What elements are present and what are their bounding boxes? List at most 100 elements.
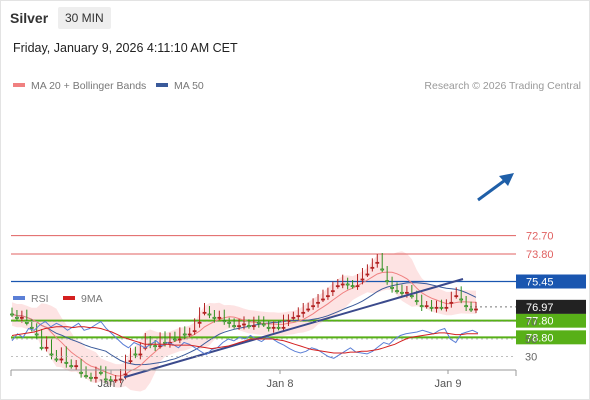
legend-ma20-label: MA 20 + Bollinger Bands xyxy=(31,80,147,92)
candle-body xyxy=(64,361,69,364)
candle-body xyxy=(212,316,217,319)
candle-body xyxy=(306,308,311,311)
candle-body xyxy=(444,306,449,309)
candle-body xyxy=(123,373,128,376)
candle-body xyxy=(44,346,49,349)
candle-body xyxy=(227,321,232,324)
candle-body xyxy=(360,278,365,281)
legend-rsi: RSI xyxy=(13,293,49,305)
credit-text: Research © 2026 Trading Central xyxy=(424,80,581,92)
candle-body xyxy=(419,305,424,308)
x-tick-label: Jan 9 xyxy=(435,378,462,390)
candle-body xyxy=(395,290,399,293)
candle-body xyxy=(98,371,103,374)
candle-body xyxy=(207,313,212,316)
candle-body xyxy=(251,325,256,328)
candle-body xyxy=(39,346,44,349)
rsi-tick-label: 50 xyxy=(525,334,537,346)
candle-body xyxy=(345,283,350,286)
candle-body xyxy=(10,313,14,316)
candle-body xyxy=(182,333,187,336)
candle-body xyxy=(247,325,251,328)
candle-body xyxy=(350,285,355,288)
candle-body xyxy=(434,306,439,309)
candle-body xyxy=(29,326,34,329)
candle-body xyxy=(459,298,464,301)
candle-body xyxy=(469,308,473,311)
candle-body xyxy=(370,266,375,269)
level-label-75-45: 75.45 xyxy=(526,277,554,289)
candle-body xyxy=(128,360,133,363)
candle-body xyxy=(266,326,271,329)
candle-body xyxy=(197,321,202,324)
candle-body xyxy=(404,291,409,294)
candle-body xyxy=(113,379,118,382)
rsi-tick-label: 30 xyxy=(525,352,537,364)
rsi-swatch xyxy=(13,296,25,301)
candle-body xyxy=(118,378,123,381)
candle-body xyxy=(439,306,444,309)
candle-body xyxy=(15,316,19,319)
candle-body xyxy=(271,326,276,329)
level-tag-78-80 xyxy=(516,330,586,345)
candle-body xyxy=(291,316,296,319)
candle-body xyxy=(242,323,246,326)
candle-body xyxy=(256,321,261,324)
projection-arrow-head xyxy=(499,173,514,186)
level-label-76-97: 76.97 xyxy=(526,302,554,314)
candle-body xyxy=(380,268,385,271)
candle-body xyxy=(340,283,345,286)
candle-body xyxy=(454,295,459,298)
rsi-line xyxy=(11,320,479,359)
ma50-swatch xyxy=(156,83,168,88)
projection-arrow-shaft xyxy=(477,176,509,202)
candle-body xyxy=(414,300,419,303)
candle-body xyxy=(281,326,286,329)
candle-body xyxy=(365,273,370,276)
candle-body xyxy=(232,325,237,328)
x-tick-label: Jan 8 xyxy=(267,378,294,390)
candle-body xyxy=(276,326,281,329)
candle-body xyxy=(330,290,335,293)
candle-body xyxy=(424,305,429,308)
candle-body xyxy=(311,305,316,308)
level-tag-76-97 xyxy=(516,299,586,314)
candle-body xyxy=(153,345,158,348)
candle-body xyxy=(217,316,222,319)
candle-body xyxy=(49,353,54,356)
instrument-title: Silver xyxy=(10,10,49,26)
candle-body xyxy=(59,358,64,361)
candle-body xyxy=(84,375,88,378)
legend-ma20: MA 20 + Bollinger Bands xyxy=(13,80,146,92)
level-label-77-80: 77.80 xyxy=(526,316,554,328)
ma9-line xyxy=(11,326,478,354)
timeframe-badge[interactable]: 30 MIN xyxy=(58,7,111,29)
candle-body xyxy=(409,295,414,298)
candle-body xyxy=(202,311,207,314)
candle-body xyxy=(103,378,108,381)
candle-body xyxy=(464,305,469,308)
level-label-72-70: 72.70 xyxy=(526,231,554,243)
candle-body xyxy=(133,353,138,356)
candle-body xyxy=(69,365,74,368)
legend-9ma-label: 9MA xyxy=(81,293,103,305)
legend-ma50-label: MA 50 xyxy=(174,80,204,92)
chart-header: Silver 30 MIN xyxy=(0,0,590,38)
candle-body xyxy=(34,333,39,336)
candle-body xyxy=(335,285,340,288)
candle-body xyxy=(321,298,325,301)
candle-body xyxy=(24,321,29,324)
candle-body xyxy=(138,353,143,356)
candle-body xyxy=(261,323,266,326)
rsi-tick-label: 70 xyxy=(525,317,537,329)
candle-body xyxy=(316,301,320,304)
candle-body xyxy=(237,325,241,328)
ma9-swatch xyxy=(63,296,75,301)
ma20-swatch xyxy=(13,83,25,88)
candle-body xyxy=(222,320,227,323)
candle-body xyxy=(54,358,59,361)
candle-body xyxy=(355,285,360,288)
legend-rsi-label: RSI xyxy=(31,293,49,305)
level-tag-75-45 xyxy=(516,274,586,289)
